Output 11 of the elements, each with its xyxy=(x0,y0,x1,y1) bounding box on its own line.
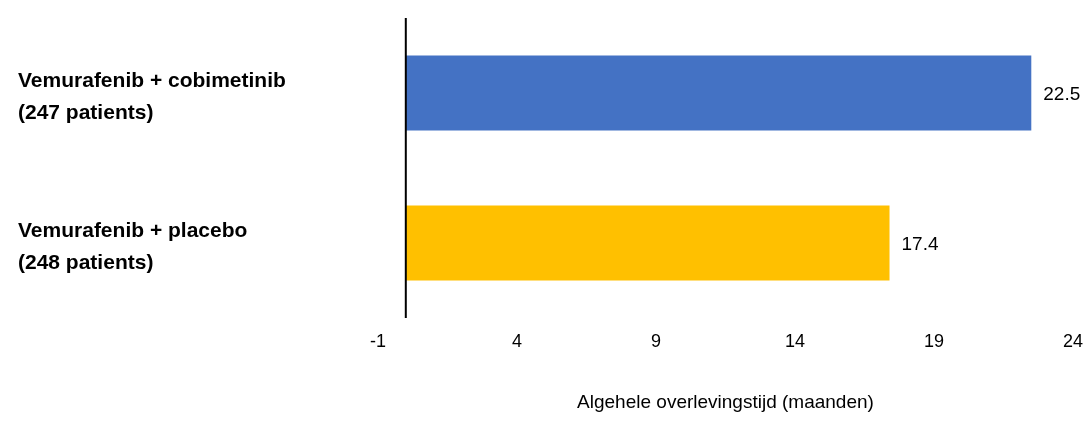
x-tick-label: 24 xyxy=(1062,330,1084,351)
data-label: 22.5 xyxy=(1043,82,1081,104)
data-label: 17.4 xyxy=(901,232,939,254)
x-tick-label: 14 xyxy=(784,330,806,351)
x-tick-label: 4 xyxy=(511,330,523,351)
x-tick-label: -1 xyxy=(369,330,387,351)
x-axis-title: Algehele overlevingstijd (maanden) xyxy=(577,391,874,412)
y-tick-label: Vemurafenib + placebo (248 patients) xyxy=(18,218,248,273)
x-tick-label: 19 xyxy=(923,330,945,351)
y-tick-label: Vemurafenib + cobimetinib (247 patients) xyxy=(18,68,286,123)
x-tick-label: 9 xyxy=(650,330,662,351)
